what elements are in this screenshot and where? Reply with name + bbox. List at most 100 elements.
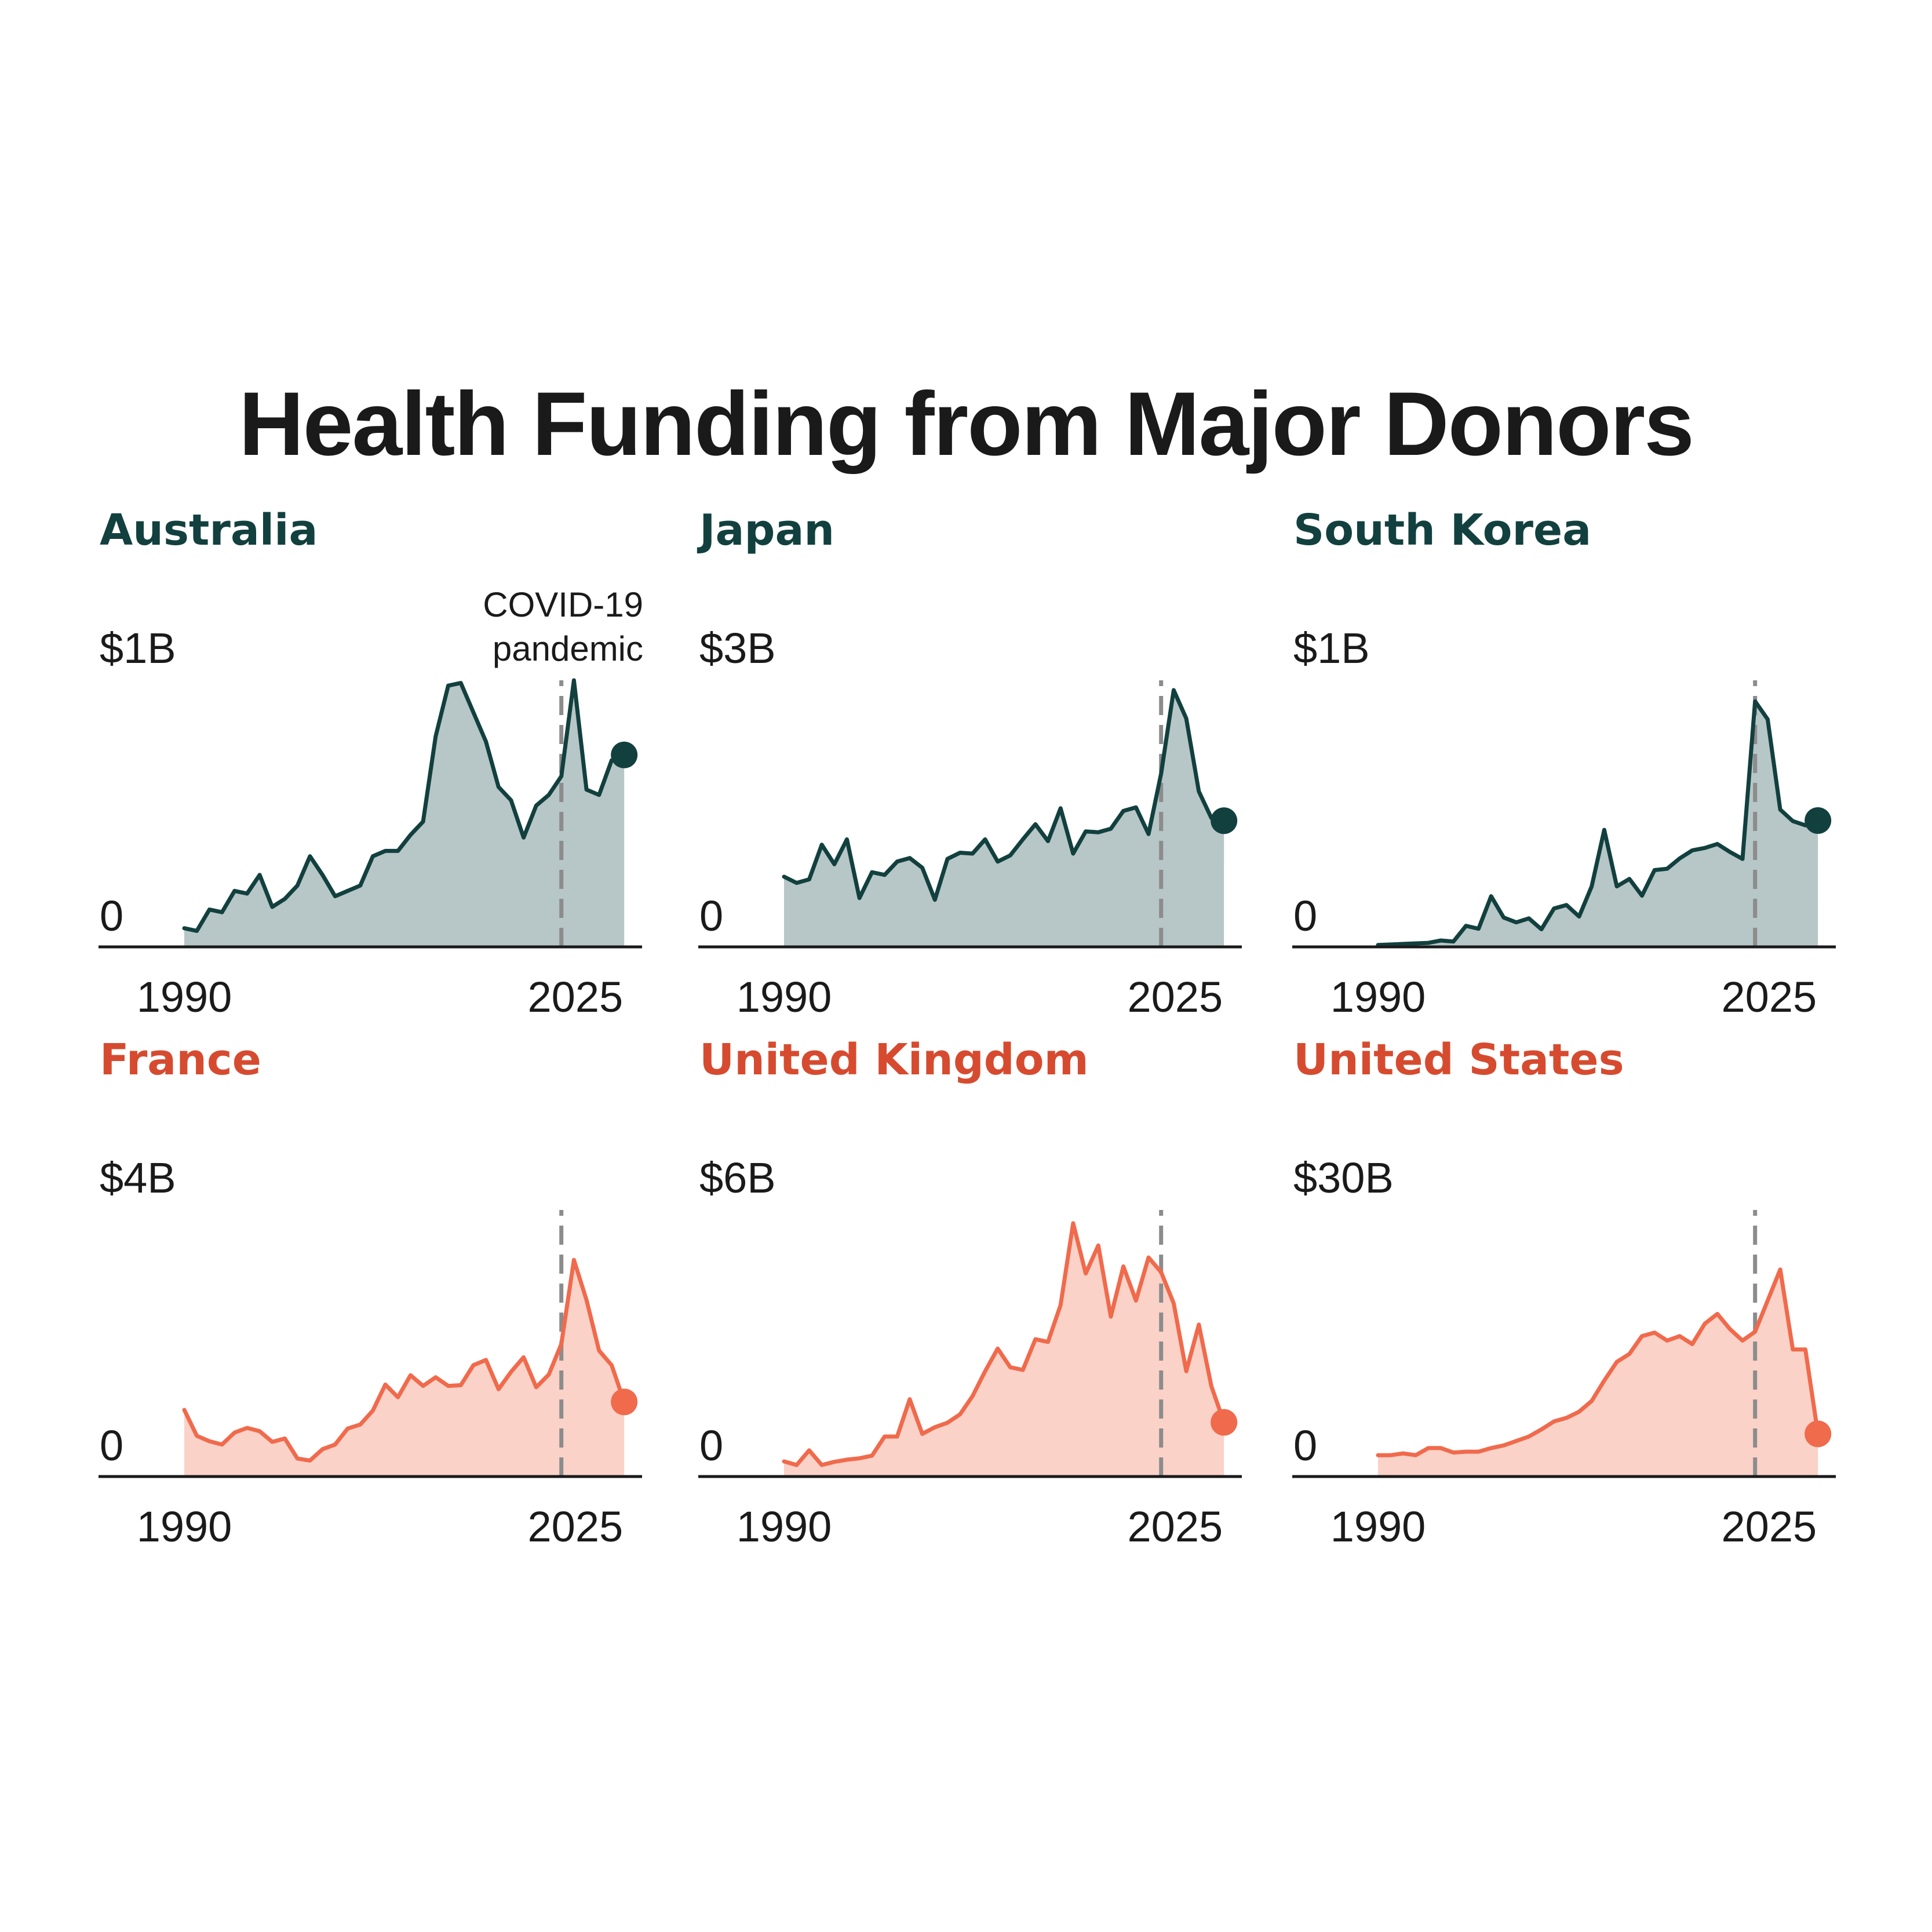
data-point-2012	[1059, 807, 1062, 810]
data-point-2008	[1008, 854, 1012, 857]
panel-australia: Australia $1B 0 1990 2025 COVID-19 pandemic	[99, 505, 643, 1021]
y-min-label: 0	[699, 892, 723, 940]
data-point-2018	[1728, 850, 1731, 854]
data-point-2019	[547, 793, 551, 797]
data-point-2017	[1122, 809, 1125, 812]
data-point-2014	[1678, 1335, 1682, 1338]
data-point-1990	[183, 927, 186, 930]
data-point-2002	[933, 898, 936, 902]
panel-title: United Kingdom	[699, 1035, 1089, 1085]
data-point-1994	[1427, 941, 1430, 945]
data-point-2011	[1047, 840, 1050, 843]
data-point-2018	[1728, 1328, 1731, 1331]
data-point-2016	[1109, 1315, 1113, 1318]
data-point-2022	[1184, 1369, 1188, 1373]
x-tick-label-start: 1990	[737, 1503, 832, 1551]
data-point-2006	[384, 849, 387, 852]
data-point-2013	[472, 710, 475, 714]
area-fill	[184, 680, 625, 947]
data-point-2013	[1071, 1222, 1075, 1225]
data-point-2023	[597, 793, 601, 797]
data-point-2000	[1502, 1443, 1505, 1447]
data-point-2023	[597, 1349, 601, 1353]
data-point-2021	[1766, 1299, 1769, 1302]
data-point-2016	[1109, 827, 1113, 830]
data-point-2015	[1096, 1244, 1100, 1247]
x-tick-label-end: 2025	[1722, 1503, 1817, 1551]
data-point-2022	[1778, 1268, 1782, 1271]
data-point-1998	[883, 873, 887, 877]
data-point-2019	[1147, 832, 1150, 836]
x-tick-label-end: 2025	[1722, 973, 1817, 1021]
y-max-label: $1B	[100, 624, 176, 672]
data-point-2006	[1577, 915, 1581, 918]
data-point-2002	[1527, 917, 1530, 920]
data-point-2000	[1502, 916, 1505, 919]
data-point-2015	[497, 1387, 500, 1391]
data-point-2001	[321, 1448, 325, 1451]
data-point-2010	[1628, 1352, 1631, 1355]
data-point-2001	[921, 1432, 924, 1435]
panel-japan: Japan $3B 0 1990 2025	[697, 505, 1242, 1021]
data-point-2019	[1741, 857, 1744, 861]
data-point-2004	[1552, 1420, 1556, 1423]
data-point-2018	[534, 804, 538, 807]
data-point-2001	[921, 866, 924, 870]
data-point-1995	[1439, 1446, 1442, 1450]
data-point-1990	[782, 875, 786, 878]
data-point-2022	[585, 1298, 588, 1302]
data-point-1990	[1376, 1453, 1380, 1457]
data-point-1996	[258, 1430, 261, 1433]
data-point-2010	[1628, 877, 1631, 881]
data-point-1991	[195, 929, 199, 932]
y-min-label: 0	[1293, 1421, 1317, 1470]
data-point-2007	[996, 1347, 1000, 1350]
area-fill	[784, 1223, 1224, 1477]
data-point-1993	[820, 843, 823, 847]
data-point-2008	[1602, 1379, 1606, 1382]
data-point-1990	[183, 1408, 186, 1412]
data-point-2001	[1515, 921, 1518, 924]
data-point-2007	[396, 849, 400, 852]
data-point-1991	[795, 1463, 799, 1467]
data-point-2020	[560, 1342, 563, 1346]
y-max-label: $1B	[1293, 624, 1370, 672]
data-point-1998	[1477, 927, 1481, 931]
data-point-2000	[908, 1398, 912, 1401]
data-point-1991	[1389, 1453, 1393, 1457]
panel-united-kingdom: United Kingdom $6B 0 1990 2025	[698, 1035, 1242, 1551]
data-point-2024	[1210, 1384, 1213, 1388]
series-line	[182, 678, 626, 933]
data-point-1999	[296, 1457, 299, 1460]
data-point-2021	[1172, 688, 1175, 692]
data-point-2006	[983, 838, 987, 841]
series-line	[182, 1257, 626, 1463]
data-point-2009	[421, 1384, 425, 1388]
data-point-1993	[1414, 1453, 1417, 1457]
data-point-2006	[384, 1383, 387, 1386]
data-point-2015	[1690, 1343, 1694, 1346]
data-point-2008	[409, 1373, 412, 1377]
data-point-2002	[333, 895, 337, 898]
data-point-2005	[371, 1409, 374, 1412]
data-point-1994	[833, 1460, 836, 1464]
area-fill	[784, 690, 1224, 947]
data-point-2020	[560, 775, 563, 778]
data-point-1997	[271, 1440, 274, 1443]
data-point-2018	[1134, 805, 1138, 809]
data-point-1995	[845, 838, 849, 841]
data-point-2023	[1197, 1323, 1201, 1326]
data-point-2020	[1160, 772, 1163, 775]
data-point-1992	[1401, 942, 1405, 946]
data-point-2007	[396, 1395, 400, 1399]
x-tick-label-start: 1990	[137, 973, 232, 1021]
data-point-1996	[1452, 1451, 1455, 1455]
data-point-1996	[858, 1457, 861, 1460]
covid-annotation-line-2: pandemic	[493, 629, 643, 668]
data-point-1991	[795, 881, 799, 885]
series-line	[782, 688, 1226, 902]
data-point-2011	[447, 684, 450, 687]
data-point-1998	[283, 897, 287, 901]
panel-title: United States	[1293, 1035, 1624, 1085]
data-point-1999	[895, 1435, 899, 1438]
